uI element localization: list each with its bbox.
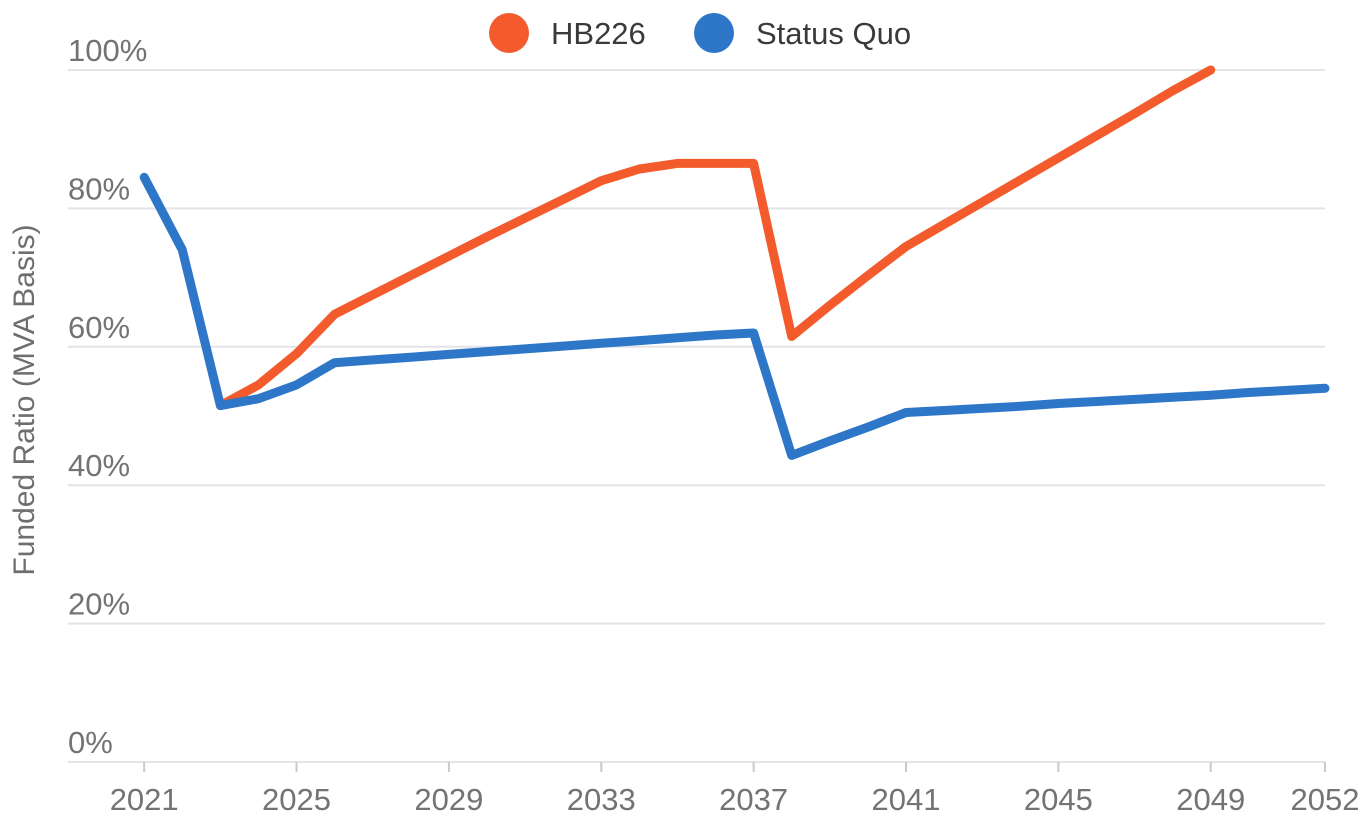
x-tick-label-2037: 2037 [719,782,788,817]
x-tick-label-2049: 2049 [1176,782,1245,817]
x-tick-label-2021: 2021 [110,782,179,817]
x-tick-label-2029: 2029 [414,782,483,817]
x-tick-label-2045: 2045 [1024,782,1093,817]
y-tick-label-0: 0% [68,725,113,760]
x-axis-tick-labels: 2021 2025 2029 2033 2037 2041 2045 2049 2052 [110,782,1360,817]
legend-item-hb226[interactable]: HB226 [489,13,646,53]
x-tick-label-2052: 2052 [1291,782,1360,817]
y-tick-label-20: 20% [68,587,130,622]
y-tick-label-40: 40% [68,448,130,483]
y-tick-label-60: 60% [68,310,130,345]
legend-label-hb226: HB226 [551,16,646,51]
legend-label-status-quo: Status Quo [756,16,911,51]
series-line-hb226 [215,65,1216,411]
legend-swatch-hb226 [489,13,529,53]
x-tick-label-2033: 2033 [567,782,636,817]
gridlines [68,69,1325,763]
y-axis-title: Funded Ratio (MVA Basis) [8,224,41,575]
legend-swatch-status-quo [694,13,734,53]
y-axis-tick-labels: 100% 80% 60% 40% 20% 0% [68,33,147,760]
series-lines [139,65,1330,460]
chart-legend: HB226 Status Quo [489,13,911,53]
series-line-status-quo [139,172,1330,460]
y-tick-label-100: 100% [68,33,147,68]
legend-item-status-quo[interactable]: Status Quo [694,13,911,53]
x-tick-label-2025: 2025 [262,782,331,817]
x-axis-tick-marks [143,762,1326,772]
y-tick-label-80: 80% [68,171,130,206]
x-tick-label-2041: 2041 [872,782,941,817]
